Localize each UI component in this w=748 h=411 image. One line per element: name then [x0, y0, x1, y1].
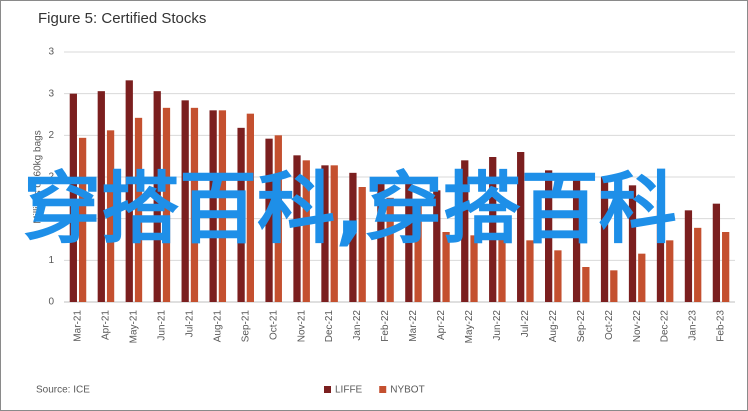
watermark: 穿搭百科,穿搭百科 [23, 164, 677, 254]
x-tick-label: May-21 [129, 310, 140, 344]
bar [545, 170, 553, 302]
x-tick-label: Jun-22 [492, 310, 503, 341]
y-tick-label: 1 [48, 255, 54, 266]
bar [582, 267, 590, 302]
legend-swatch [379, 386, 387, 393]
x-tick-label: Mar-21 [73, 310, 84, 342]
x-tick-label: Sep-22 [576, 310, 587, 343]
bar [209, 110, 217, 302]
x-tick-label: Oct-22 [604, 310, 615, 340]
bar [610, 270, 618, 302]
bar [517, 152, 525, 302]
bar [405, 180, 413, 302]
bar [218, 110, 227, 302]
bar [106, 130, 115, 302]
bar [246, 113, 254, 303]
legend-label: NYBOT [390, 385, 424, 396]
bar [684, 210, 693, 302]
x-tick-label: Dec-21 [324, 310, 335, 343]
bar [153, 91, 161, 303]
bar [442, 232, 450, 302]
bar [293, 155, 301, 302]
bar [489, 157, 497, 302]
x-tick-label: Jul-22 [520, 310, 531, 338]
y-tick-label: 2 [48, 130, 54, 141]
legend-swatch [324, 386, 331, 393]
bar [330, 165, 338, 302]
x-tick-label: Jul-21 [184, 310, 195, 338]
bar [712, 203, 721, 302]
y-tick-label: 3 [48, 47, 54, 58]
x-tick-label: Nov-21 [296, 310, 307, 343]
y-tick-label: 2 [48, 172, 54, 183]
x-tick-label: Nov-22 [632, 310, 643, 343]
x-tick-label: Apr-21 [101, 310, 112, 340]
bar [162, 107, 171, 302]
legend-label: LIFFE [335, 385, 363, 396]
bar [134, 117, 143, 302]
bar [554, 250, 562, 302]
x-tick-label: Aug-21 [212, 310, 223, 343]
bar [349, 172, 357, 302]
x-tick-label: Apr-22 [436, 310, 447, 340]
bar [321, 165, 329, 302]
x-tick-label: Feb-22 [380, 310, 391, 342]
bar [69, 93, 77, 303]
bar [694, 227, 702, 302]
bar [377, 180, 385, 302]
bar [628, 185, 637, 302]
bar [572, 177, 581, 302]
bar [181, 100, 189, 302]
bar [302, 160, 310, 302]
x-tick-label: Feb-23 [716, 310, 727, 342]
y-axis-label: Millions of 60kg bags [33, 130, 44, 223]
bar [461, 160, 469, 302]
source: Source: ICE [36, 385, 90, 396]
bar [125, 80, 133, 302]
x-tick-label: Oct-21 [268, 310, 279, 340]
bar [498, 237, 506, 302]
bar [414, 205, 422, 302]
x-tick-label: May-22 [464, 310, 475, 344]
bar [386, 197, 394, 302]
bar [237, 127, 245, 302]
x-tick-label: Jan-22 [352, 310, 363, 341]
x-tick-label: Mar-22 [408, 310, 419, 342]
bar [97, 91, 105, 303]
bar [78, 137, 87, 302]
x-tick-label: Sep-21 [240, 310, 251, 343]
bar [600, 177, 609, 302]
x-tick-label: Dec-22 [660, 310, 671, 343]
bar [433, 190, 441, 302]
bar [265, 138, 273, 302]
x-tick-label: Jun-21 [156, 310, 167, 341]
chart-title: Figure 5: Certified Stocks [38, 10, 206, 27]
y-tick-label: 3 [48, 88, 54, 99]
bar [722, 232, 730, 302]
x-tick-label: Aug-22 [548, 310, 559, 343]
bar [274, 135, 282, 302]
bar [190, 107, 199, 302]
bar [358, 187, 366, 302]
y-tick-label: 0 [48, 297, 54, 308]
bar [638, 253, 646, 302]
bar [526, 240, 534, 302]
bar [656, 200, 665, 302]
x-tick-label: Jan-23 [688, 310, 699, 341]
bar [666, 240, 674, 302]
bar [470, 235, 478, 302]
y-tick-label: 1 [48, 213, 54, 224]
